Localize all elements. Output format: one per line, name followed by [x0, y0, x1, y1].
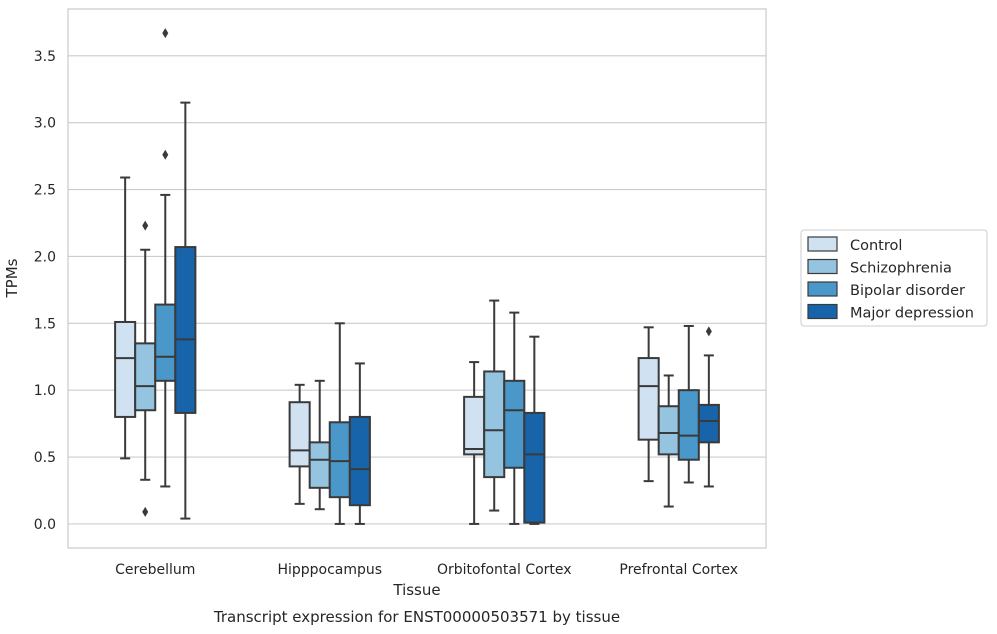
y-tick-label: 0.0 — [34, 517, 56, 533]
box-body — [697, 403, 720, 444]
legend-swatch — [807, 281, 838, 297]
y-tick-label: 1.5 — [34, 316, 56, 332]
x-tick-label: Orbitofontal Cortex — [437, 562, 572, 578]
outlier-point — [162, 28, 169, 39]
legend-label: Bipolar disorder — [850, 283, 965, 299]
box-body — [677, 389, 700, 461]
x-tick-label: Prefrontal Cortex — [619, 562, 738, 578]
y-tick-label: 1.0 — [34, 383, 56, 399]
box-body — [657, 405, 680, 456]
y-tick-label: 0.5 — [34, 450, 56, 466]
plot-frame — [67, 8, 767, 549]
box-body — [328, 421, 351, 499]
box-0-1 — [134, 220, 157, 517]
outlier-point — [162, 149, 169, 160]
legend-frame — [800, 229, 988, 327]
box-2-0 — [463, 361, 486, 525]
legend-label: Major depression — [850, 306, 974, 322]
x-tick-label: Cerebellum — [115, 562, 195, 578]
box-body — [174, 246, 197, 414]
box-2-3 — [523, 335, 546, 525]
legend-swatch — [807, 258, 838, 275]
box-body — [503, 379, 526, 469]
box-body — [288, 401, 311, 468]
box-body — [114, 320, 137, 418]
box-body — [463, 395, 486, 456]
y-tick-labels: 0.0 0.5 1.0 1.5 2.0 2.5 3.0 3.5 — [34, 49, 56, 533]
y-tick-label: 3.5 — [34, 49, 56, 65]
outlier-point — [142, 220, 149, 231]
chart-caption: Transcript expression for ENST0000050357… — [213, 608, 620, 626]
box-3-3 — [697, 326, 720, 488]
y-tick-label: 2.0 — [34, 249, 56, 265]
legend-label: Control — [850, 238, 902, 254]
box-0-0 — [114, 176, 137, 460]
y-tick-label: 2.5 — [34, 183, 56, 199]
box-3-2 — [677, 324, 700, 484]
legend-swatch — [807, 303, 838, 320]
box-body — [523, 411, 546, 524]
box-3-1 — [657, 374, 680, 508]
box-0-2 — [154, 28, 177, 488]
box-body — [154, 303, 177, 382]
box-body — [134, 342, 157, 412]
legend: Control Schizophrenia Bipolar disorder Majo… — [800, 229, 988, 327]
box-body — [348, 415, 371, 507]
y-tick-label: 3.0 — [34, 116, 56, 132]
box-body — [637, 357, 660, 441]
box-0-3 — [174, 101, 197, 520]
box-body — [483, 370, 506, 479]
x-tick-label: Hipppocampus — [277, 562, 382, 578]
box-2-1 — [483, 299, 506, 512]
x-tick-labels: Cerebellum Hipppocampus Orbitofontal Corte… — [115, 562, 738, 578]
box-3-0 — [637, 326, 660, 483]
outlier-point — [142, 506, 149, 517]
box-1-0 — [288, 383, 311, 505]
legend-swatch — [807, 236, 838, 252]
box-body — [308, 441, 331, 489]
legend-label: Schizophrenia — [850, 261, 952, 277]
box-groups — [114, 28, 720, 525]
outlier-point — [705, 326, 712, 337]
box-1-3 — [348, 362, 371, 525]
y-axis-label: TPMs — [3, 258, 21, 298]
x-axis-label: Tissue — [392, 581, 440, 599]
